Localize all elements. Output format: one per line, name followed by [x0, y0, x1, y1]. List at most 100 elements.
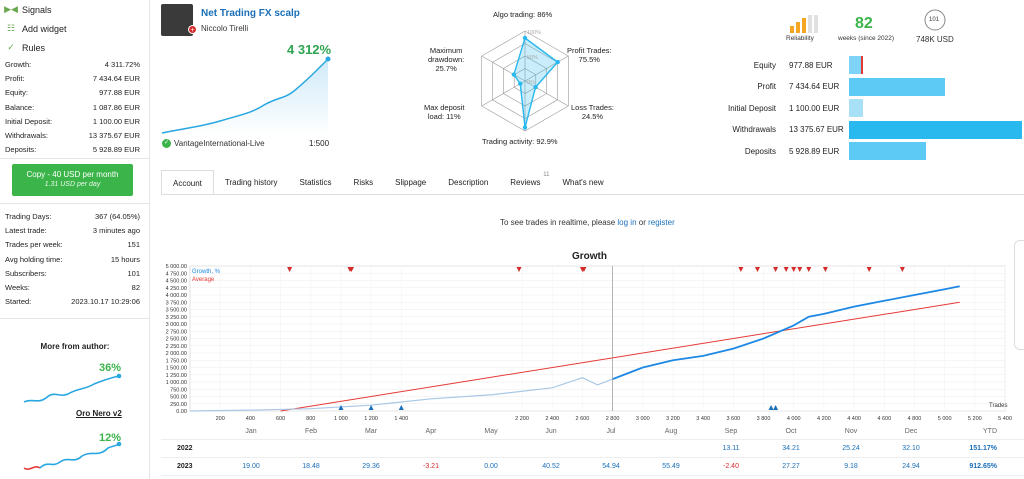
- summary-row-profit: Profit 7 434.64 EUR: [700, 77, 1024, 97]
- tab-description[interactable]: Description: [437, 170, 499, 195]
- x-tick-label: 4 400: [847, 416, 861, 422]
- growth-headline: 4 312%: [287, 42, 332, 57]
- stat-withdrawals: Withdrawals: 13 375.67 EUR: [0, 128, 150, 142]
- signal-author[interactable]: Niccolo Tirelli: [201, 24, 249, 33]
- radar-label-value: load: 11%: [427, 112, 461, 121]
- leverage: 1:500: [309, 139, 330, 148]
- x-tick-label: 4 000: [787, 416, 801, 422]
- event-marker-top: [806, 267, 812, 272]
- stat-label: Equity:: [5, 88, 28, 98]
- login-link[interactable]: log in: [617, 218, 637, 227]
- summary-label: Deposits: [744, 146, 776, 156]
- summary-row-equity: Equity 977.88 EUR: [700, 55, 1024, 75]
- x-tick-label: 2 800: [606, 416, 620, 422]
- broker-server[interactable]: ✓ VantageInternational-Live: [162, 139, 265, 148]
- summary-bar-track: [849, 142, 1024, 160]
- tab-trading-history[interactable]: Trading history: [214, 170, 289, 195]
- sidebar-item-add-widget[interactable]: ☷ Add widget: [0, 19, 149, 38]
- author-signal-growth: 12%: [99, 432, 122, 444]
- header-cell: Aug: [664, 428, 678, 435]
- event-marker-top: [899, 267, 905, 272]
- radar-chart: 100% 50% 0%: [481, 30, 569, 132]
- stat-value: 3 minutes ago: [92, 225, 140, 235]
- x-tick-label: 1 400: [394, 416, 408, 422]
- sidebar-item-rules[interactable]: ✓ Rules: [0, 38, 149, 57]
- radar-point: [511, 72, 517, 77]
- tab-risks[interactable]: Risks: [343, 170, 385, 195]
- x-tick-label: 800: [306, 416, 315, 422]
- event-marker-top: [348, 267, 354, 272]
- tab-reviews[interactable]: Reviews 11: [499, 170, 551, 195]
- x-tick-label: 200: [216, 416, 225, 422]
- tab-label: Description: [448, 178, 489, 187]
- stat-value: 2023.10.17 10:29:06: [71, 297, 140, 307]
- stat-subscribers: Subscribers: 101: [0, 266, 150, 280]
- signal-title[interactable]: Net Trading FX scalp: [201, 8, 300, 19]
- event-marker-bottom: [338, 405, 344, 410]
- divider: [0, 203, 150, 204]
- radar-label-text: Max deposit: [424, 103, 465, 112]
- radar-point: [522, 35, 528, 41]
- event-marker-top: [866, 267, 872, 272]
- event-marker-top: [822, 267, 828, 272]
- x-tick-label: 3 000: [636, 416, 650, 422]
- y-tick-label: 1 750.00: [166, 358, 187, 364]
- summary-value: 5 928.89 EUR: [789, 146, 840, 156]
- x-tick-label: 5 400: [998, 416, 1012, 422]
- stat-label: Avg holding time:: [5, 254, 63, 264]
- stat-value: 7 434.64 EUR: [92, 73, 140, 83]
- month-cell: 54.94: [602, 463, 620, 470]
- summary-row-deposits: Deposits 5 928.89 EUR: [700, 141, 1024, 161]
- y-tick-label: 4 750.00: [166, 271, 187, 277]
- month-cell: -2.40: [723, 463, 739, 470]
- trading-stats: Trading Days: 367 (64.05%) Latest trade: 3…: [0, 209, 150, 309]
- register-link[interactable]: register: [648, 218, 675, 227]
- event-marker-top: [738, 267, 744, 272]
- header-cell: Apr: [425, 428, 437, 435]
- month-cell: 25.24: [842, 445, 860, 452]
- summary-row-initial-deposit: Initial Deposit 1 100.00 EUR: [700, 98, 1024, 118]
- month-cell: 40.52: [542, 463, 560, 470]
- realtime-text: To see trades in realtime, please: [500, 218, 618, 227]
- sidebar-item-signals[interactable]: ▶◀ Signals: [0, 0, 149, 19]
- y-tick-label: 3 750.00: [166, 300, 187, 306]
- stat-label: Trading Days:: [5, 211, 52, 221]
- radar-point: [533, 84, 538, 90]
- x-tick-label: 3 800: [757, 416, 771, 422]
- tab-what-s-new[interactable]: What's new: [552, 170, 615, 195]
- sidebar: ▶◀ Signals ☷ Add widget ✓ Rules Growth: 4 31…: [0, 0, 150, 479]
- month-cell: 13.11: [722, 445, 740, 452]
- tab-bar: Account Trading history Statistics Risks Sli…: [161, 170, 615, 195]
- event-marker-bottom: [773, 405, 779, 410]
- summary-label: Withdrawals: [732, 125, 776, 134]
- event-marker-top: [797, 267, 803, 272]
- month-cell: 55.49: [662, 463, 680, 470]
- stat-profit: Profit: 7 434.64 EUR: [0, 71, 150, 85]
- author-avatar[interactable]: [161, 4, 193, 36]
- summary-row-withdrawals: Withdrawals 13 375.67 EUR: [700, 120, 1024, 140]
- author-signal-name[interactable]: Oro Nero v2: [76, 409, 122, 418]
- x-tick-label: 600: [276, 416, 285, 422]
- x-tick-label: 3 400: [696, 416, 710, 422]
- summary-bar: [849, 56, 862, 74]
- tab-statistics[interactable]: Statistics: [289, 170, 343, 195]
- summary-value: 7 434.64 EUR: [789, 82, 840, 91]
- broker-name: VantageInternational-Live: [174, 139, 265, 148]
- tab-account[interactable]: Account: [161, 170, 214, 195]
- stat-label: Balance:: [5, 102, 35, 112]
- tab-slippage[interactable]: Slippage: [384, 170, 437, 195]
- stat-value: 151: [127, 240, 140, 250]
- side-scroll-handle[interactable]: [1014, 240, 1024, 350]
- copy-button[interactable]: Copy - 40 USD per month 1.31 USD per day: [12, 164, 133, 196]
- author-signal-sparkline[interactable]: [22, 368, 122, 406]
- stat-label: Weeks:: [5, 283, 30, 293]
- event-marker-top: [516, 267, 522, 272]
- radar-label-profit: Profit Trades: 75.5%: [567, 46, 612, 64]
- event-marker-top: [791, 267, 797, 272]
- summary-bar-track: [849, 56, 1024, 74]
- radar-label-loss: Loss Trades: 24.5%: [571, 103, 614, 121]
- tab-label: Reviews: [510, 178, 541, 187]
- header-cell: Mar: [364, 428, 378, 435]
- author-signal-sparkline[interactable]: [22, 438, 122, 476]
